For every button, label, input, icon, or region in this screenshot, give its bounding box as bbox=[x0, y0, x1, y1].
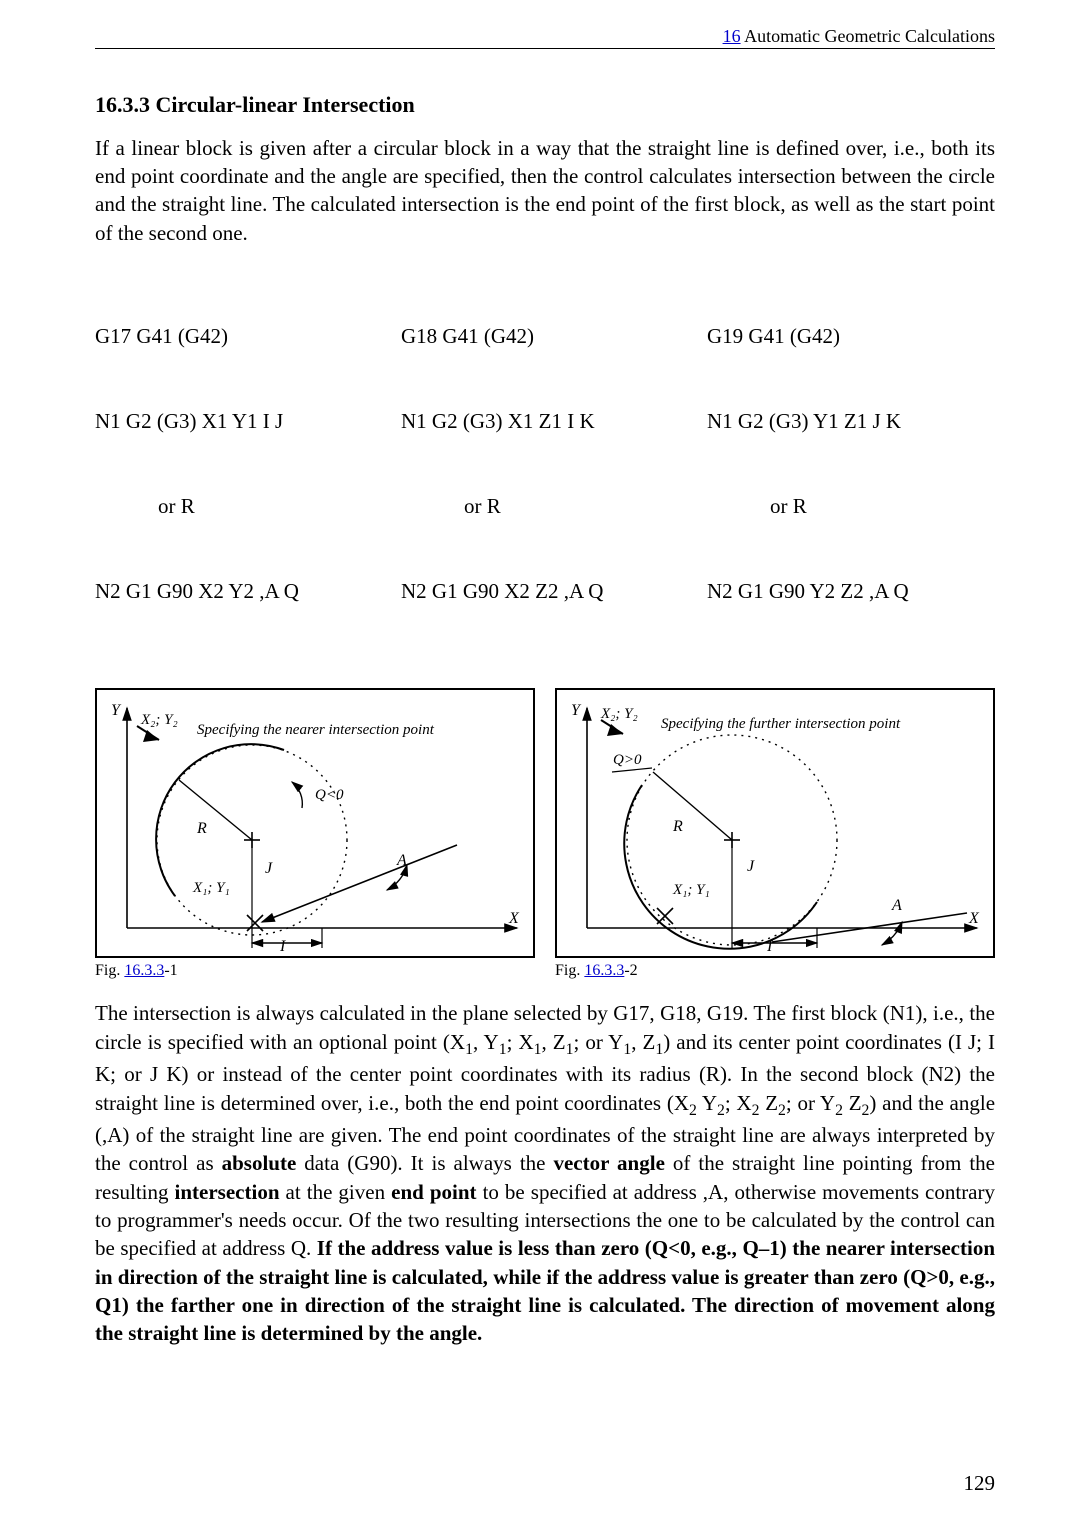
figure-1: Y X X₂; Y₂ Specifying the nearer interse… bbox=[95, 688, 535, 958]
r-label: R bbox=[197, 818, 207, 840]
main-paragraph: The intersection is always calculated in… bbox=[95, 999, 995, 1347]
figure-2-caption-link[interactable]: 16.3.3 bbox=[584, 962, 624, 979]
y-axis-label: Y bbox=[111, 700, 120, 722]
pt-x2y2-label: X₂; Y₂ bbox=[141, 710, 178, 730]
code-col-g17: G17 G41 (G42) N1 G2 (G3) X1 Y1 I J or R … bbox=[95, 265, 383, 662]
code-col-g19: G19 G41 (G42) N1 G2 (G3) Y1 Z1 J K or R … bbox=[707, 265, 995, 662]
figure-1-caption: Fig. 16.3.3-1 bbox=[95, 960, 535, 982]
x-axis-label: X bbox=[509, 908, 519, 930]
page-number: 129 bbox=[964, 1469, 996, 1497]
figure-2-caption: Fig. 16.3.3-2 bbox=[555, 960, 995, 982]
pt-x1y1-label: X₁; Y₁ bbox=[193, 878, 230, 898]
i-label: I bbox=[280, 936, 285, 958]
intro-paragraph: If a linear block is given after a circu… bbox=[95, 134, 995, 247]
code-col-g18: G18 G41 (G42) N1 G2 (G3) X1 Z1 I K or R … bbox=[401, 265, 689, 662]
code-block-columns: G17 G41 (G42) N1 G2 (G3) X1 Y1 I J or R … bbox=[95, 265, 995, 662]
a-label: A bbox=[397, 850, 407, 872]
i-label: I bbox=[767, 936, 772, 958]
a-label: A bbox=[892, 895, 902, 917]
y-axis-label: Y bbox=[571, 700, 580, 722]
chapter-link[interactable]: 16 bbox=[723, 26, 741, 46]
j-label: J bbox=[747, 856, 754, 878]
page-header: 16 Automatic Geometric Calculations bbox=[723, 24, 995, 48]
r-label: R bbox=[673, 816, 683, 838]
x-axis-label: X bbox=[969, 908, 979, 930]
figure-1-wrap: Y X X₂; Y₂ Specifying the nearer interse… bbox=[95, 688, 535, 982]
section-heading: 16.3.3 Circular-linear Intersection bbox=[95, 90, 995, 120]
figure-2-wrap: Y X X₂; Y₂ Specifying the further inters… bbox=[555, 688, 995, 982]
pt-x2y2-label: X₂; Y₂ bbox=[601, 704, 638, 724]
q-label: Q>0 bbox=[613, 750, 641, 770]
figure-1-caption-link[interactable]: 16.3.3 bbox=[124, 962, 164, 979]
spec-label: Specifying the nearer intersection point bbox=[197, 720, 434, 740]
figures-row: Y X X₂; Y₂ Specifying the nearer interse… bbox=[95, 688, 995, 982]
figure-2: Y X X₂; Y₂ Specifying the further inters… bbox=[555, 688, 995, 958]
pt-x1y1-label: X₁; Y₁ bbox=[673, 880, 710, 900]
q-label: Q<0 bbox=[315, 785, 343, 805]
j-label: J bbox=[265, 858, 272, 880]
header-rule bbox=[95, 48, 995, 49]
spec-label: Specifying the further intersection poin… bbox=[661, 714, 900, 734]
chapter-title: Automatic Geometric Calculations bbox=[741, 26, 995, 46]
